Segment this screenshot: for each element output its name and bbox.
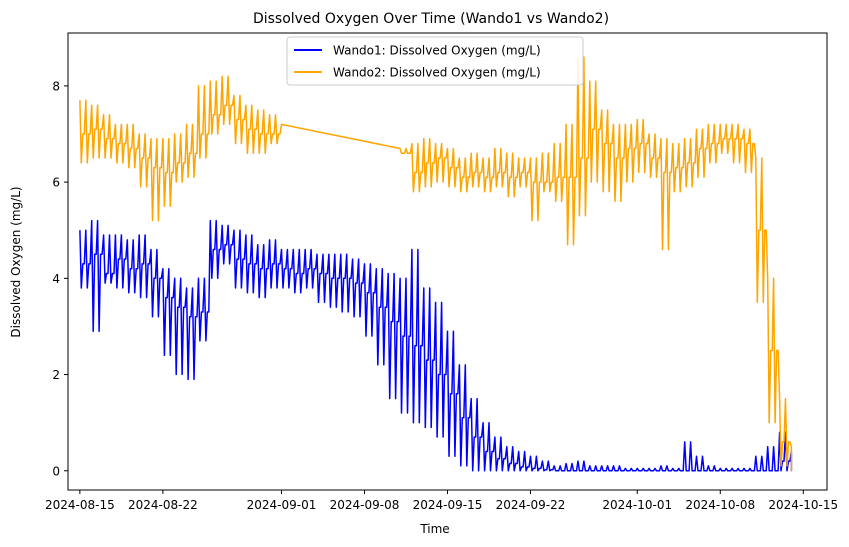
series-line-2 [79, 56, 793, 472]
y-tick-label: 4 [52, 272, 60, 286]
series-line-1 [79, 219, 793, 472]
plot-area [67, 32, 828, 491]
x-tick-label: 2024-08-15 [45, 498, 115, 512]
y-axis-label: Dissolved Oxygen (mg/L) [9, 186, 23, 337]
legend: Wando1: Dissolved Oxygen (mg/L) Wando2: … [286, 36, 584, 86]
y-tick-label: 2 [52, 368, 60, 382]
x-axis-ticks: 2024-08-15 2024-08-22 2024-09-01 2024-09-08… [45, 490, 838, 512]
x-tick-label: 2024-10-15 [768, 498, 838, 512]
legend-box [286, 36, 584, 86]
chart-title: Dissolved Oxygen Over Time (Wando1 vs Wa… [253, 11, 609, 27]
y-tick-label: 0 [52, 464, 60, 478]
x-tick-label: 2024-09-01 [247, 498, 317, 512]
y-tick-label: 8 [52, 79, 60, 93]
x-tick-label: 2024-08-22 [128, 498, 198, 512]
x-tick-label: 2024-09-08 [330, 498, 400, 512]
x-tick-label: 2024-10-01 [602, 498, 672, 512]
y-tick-label: 6 [52, 176, 60, 190]
x-tick-label: 2024-10-08 [685, 498, 755, 512]
legend-label-wando1: Wando1: Dissolved Oxygen (mg/L) [333, 44, 541, 58]
plot-background [68, 33, 827, 490]
y-axis-ticks: 0 2 4 6 8 [52, 79, 68, 478]
x-axis-label: Time [419, 522, 449, 536]
series-layer [79, 56, 793, 472]
legend-label-wando2: Wando2: Dissolved Oxygen (mg/L) [333, 66, 541, 80]
x-tick-label: 2024-09-15 [413, 498, 483, 512]
x-tick-label: 2024-09-22 [496, 498, 566, 512]
